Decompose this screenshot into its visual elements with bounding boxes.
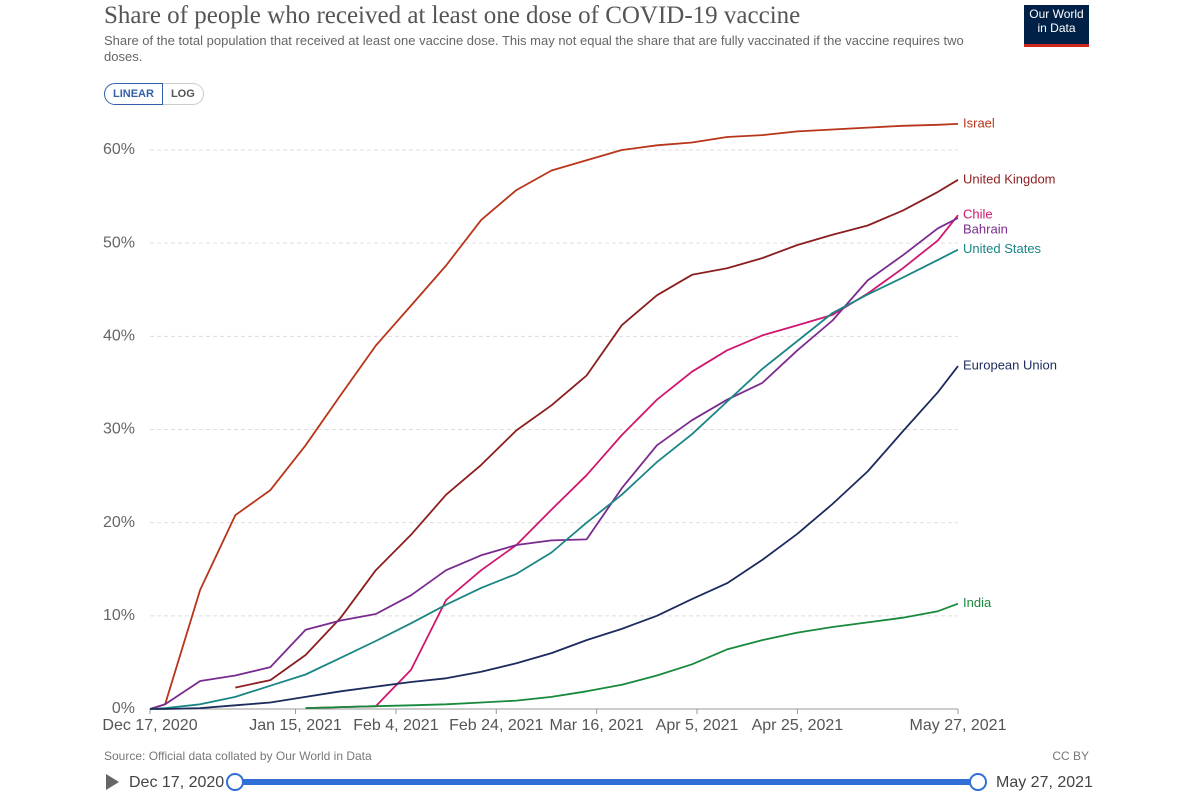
scale-toggle: LINEAR LOG [104,83,204,105]
x-tick-label: Jan 15, 2021 [249,717,342,734]
y-tick-label: 20% [103,514,135,531]
series-line [305,602,959,709]
x-tick-label: Apr 25, 2021 [752,717,844,734]
y-tick-label: 30% [103,421,135,438]
legend-label: India [963,595,992,610]
x-tick-label: Apr 5, 2021 [656,717,739,734]
timeline-start-handle[interactable] [226,773,244,791]
scale-button[interactable]: LINEAR [104,83,163,105]
play-button[interactable] [106,774,119,790]
logo-line: in Data [1037,21,1076,35]
legend-label: Chile [963,207,993,222]
series-line [149,123,959,710]
timeline-end-label: May 27, 2021 [996,774,1093,791]
legend-label: European Union [963,358,1057,373]
y-tick-label: 50% [103,234,135,251]
x-tick-label: Dec 17, 2020 [102,717,197,734]
legend-label: United Kingdom [963,171,1056,186]
chart-subtitle: Share of the total population that recei… [104,33,964,64]
logo[interactable]: Our World in Data [1024,5,1089,47]
logo-line: Our World [1029,7,1084,21]
legend-label: United States [963,241,1042,256]
y-tick-label: 40% [103,328,135,345]
series-line [149,217,959,710]
legend-label: Bahrain [963,222,1008,237]
x-tick-label: May 27, 2021 [910,717,1007,734]
series-line [150,365,959,710]
y-tick-label: 60% [103,141,135,158]
timeline-start-label: Dec 17, 2020 [129,774,224,791]
y-tick-label: 0% [112,700,135,717]
x-tick-label: Feb 4, 2021 [353,717,439,734]
license[interactable]: CC BY [1052,749,1089,763]
series-line [235,179,959,689]
y-tick-label: 10% [103,607,135,624]
series-line [149,248,959,710]
x-tick-label: Mar 16, 2021 [550,717,644,734]
legend-label: Israel [963,115,995,130]
source-note: Source: Official data collated by Our Wo… [104,749,372,763]
scale-button[interactable]: LOG [162,83,204,105]
x-tick-label: Feb 24, 2021 [449,717,543,734]
chart-title: Share of people who received at least on… [104,2,801,29]
timeline-end-handle[interactable] [969,773,987,791]
